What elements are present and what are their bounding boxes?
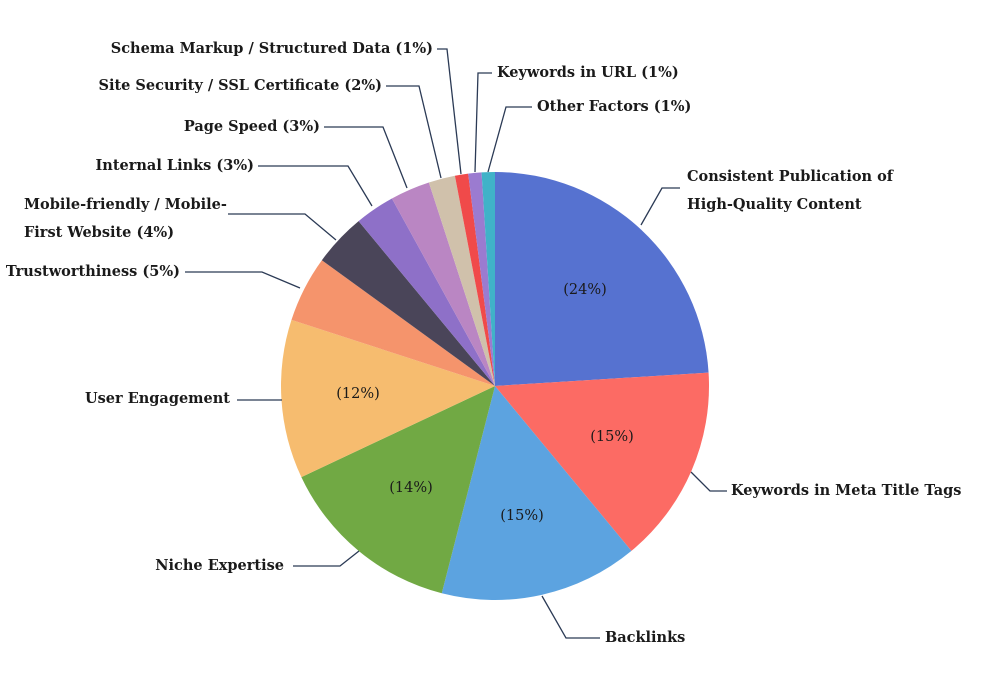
leader-line xyxy=(541,595,600,639)
value-label: (24%) xyxy=(563,282,607,298)
value-label: (15%) xyxy=(500,508,544,524)
category-name: Page Speed xyxy=(183,118,278,135)
category-name: Niche Expertise xyxy=(155,557,284,574)
category-name: User Engagement xyxy=(84,390,230,407)
value-label: (3%) xyxy=(282,118,320,135)
value-label: (3%) xyxy=(216,157,254,174)
category-name: Other Factors xyxy=(537,98,649,115)
slice-label: Trustworthiness (5%) xyxy=(6,258,180,286)
pie-slice xyxy=(468,172,495,386)
leader-line xyxy=(474,72,492,173)
value-label: (14%) xyxy=(389,480,433,496)
value-label: (15%) xyxy=(590,429,634,445)
category-name: Trustworthiness xyxy=(5,263,138,280)
leader-line xyxy=(185,271,301,289)
value-label: (1%) xyxy=(653,98,692,115)
slice-label: Site Security / SSL Certificate (2%) xyxy=(98,72,382,100)
pie-slice xyxy=(428,175,495,386)
pie-slice xyxy=(301,386,495,594)
leader-line xyxy=(690,471,727,492)
slice-label: Niche Expertise xyxy=(155,552,284,580)
pie-slice xyxy=(291,260,495,386)
pie-slice xyxy=(481,172,495,386)
slice-label: Backlinks xyxy=(605,624,685,652)
category-name: Keywords in URL xyxy=(497,64,637,81)
leader-line xyxy=(437,48,462,175)
slice-label: Mobile-friendly / Mobile-First Website (… xyxy=(24,191,259,247)
category-name: Consistent Publication of High-Quality C… xyxy=(687,168,894,213)
value-label: (12%) xyxy=(336,386,380,402)
slice-label: User Engagement xyxy=(85,385,230,413)
pie-slice xyxy=(281,319,495,478)
value-label: (2%) xyxy=(344,77,382,94)
category-name: Mobile-friendly / Mobile-First Website xyxy=(24,196,227,241)
leader-line xyxy=(386,85,442,179)
pie-slice xyxy=(358,198,495,386)
leader-line xyxy=(228,213,337,241)
category-name: Backlinks xyxy=(605,629,686,646)
pie-slice xyxy=(391,182,495,386)
pie-slice xyxy=(495,172,709,386)
value-label: (5%) xyxy=(142,263,180,280)
category-name: Keywords in Meta Title Tags xyxy=(731,482,962,499)
value-label: (1%) xyxy=(641,64,679,81)
slice-label: Keywords in Meta Title Tags xyxy=(731,477,961,505)
value-label: (4%) xyxy=(136,224,175,241)
category-name: Schema Markup / Structured Data xyxy=(110,40,391,57)
leader-line xyxy=(324,126,408,189)
leader-line xyxy=(258,165,373,207)
slice-label: Consistent Publication of High-Quality C… xyxy=(687,163,912,219)
category-name: Site Security / SSL Certificate xyxy=(98,77,340,94)
category-name: Internal Links xyxy=(95,157,212,174)
slice-label: Other Factors (1%) xyxy=(537,93,691,121)
value-label: (1%) xyxy=(395,40,433,57)
pie-slice xyxy=(454,173,495,386)
slice-label: Internal Links (3%) xyxy=(96,152,255,180)
leader-line xyxy=(293,550,360,567)
slice-label: Page Speed (3%) xyxy=(184,113,320,141)
slice-label: Keywords in URL (1%) xyxy=(497,59,679,87)
slice-label: Schema Markup / Structured Data (1%) xyxy=(111,35,433,63)
pie-slice xyxy=(321,221,495,386)
pie-slice xyxy=(441,386,632,600)
leader-line xyxy=(640,187,680,226)
leader-line xyxy=(487,106,532,173)
pie-slice xyxy=(495,372,709,551)
